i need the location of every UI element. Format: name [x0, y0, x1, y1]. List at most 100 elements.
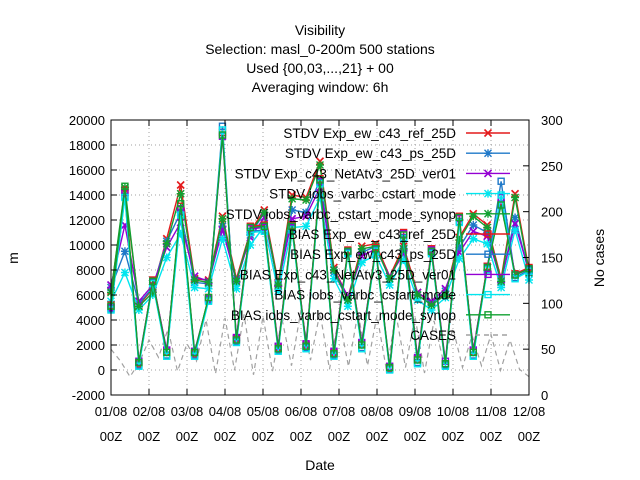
data-point	[330, 350, 338, 358]
x-axis-label: Date	[305, 457, 335, 473]
data-point	[385, 363, 394, 372]
y-tick-label: 6000	[76, 288, 105, 303]
legend-label: CASES	[410, 328, 456, 343]
data-point	[484, 209, 492, 218]
data-point	[413, 291, 422, 299]
x-tick-label-hour: 00Z	[138, 429, 160, 444]
data-point	[483, 263, 491, 272]
y-tick-label: 4000	[76, 313, 105, 328]
data-point	[176, 189, 185, 198]
data-point	[302, 196, 311, 204]
data-point	[288, 222, 296, 230]
data-point	[413, 356, 422, 364]
x-tick-label-hour: 00Z	[366, 429, 388, 444]
data-point	[427, 247, 436, 255]
y-tick-label: 16000	[69, 163, 105, 178]
data-point	[135, 358, 143, 367]
data-point	[176, 200, 185, 208]
data-point	[274, 345, 282, 353]
data-point	[176, 211, 185, 219]
legend-label: BIAS iobs_varbc_cstart_mode_synop	[231, 308, 456, 323]
data-point	[455, 236, 464, 244]
data-point	[399, 256, 408, 264]
x-tick-label-hour: 00Z	[328, 429, 350, 444]
data-point	[358, 341, 366, 349]
data-point	[162, 253, 171, 262]
data-point	[483, 128, 493, 138]
data-point	[469, 221, 478, 229]
data-point	[274, 287, 283, 296]
data-point	[344, 247, 352, 255]
data-point	[246, 241, 255, 249]
data-point	[497, 283, 506, 292]
data-point	[163, 348, 171, 357]
data-point	[204, 278, 213, 287]
data-point	[274, 281, 283, 289]
data-point	[218, 126, 227, 134]
y-tick-label: 10000	[69, 238, 105, 253]
data-point	[163, 352, 171, 360]
x-tick-label-date: 01/08	[95, 404, 128, 419]
data-point	[302, 212, 311, 221]
x-tick-label-hour: 00Z	[404, 429, 426, 444]
data-point	[218, 131, 227, 139]
data-point	[232, 284, 241, 293]
data-point	[246, 223, 255, 232]
data-point	[149, 277, 157, 285]
data-point	[455, 254, 464, 263]
data-point	[399, 231, 408, 239]
y-axis-label: m	[5, 252, 21, 264]
x-tick-label-date: 03/08	[171, 404, 204, 419]
legend-label: STDV Exp_c43_NetAtv3_25D_ver01	[235, 166, 456, 181]
x-tick-label-hour: 00Z	[290, 429, 312, 444]
x-tick-label-hour: 00Z	[442, 429, 464, 444]
data-point	[218, 234, 227, 243]
y2-tick-label: 50	[541, 342, 555, 357]
data-point	[343, 296, 352, 304]
y-tick-label: 12000	[69, 213, 105, 228]
data-point	[483, 223, 492, 232]
x-tick-label-date: 12/08	[513, 404, 546, 419]
x-tick-label-hour: 00Z	[214, 429, 236, 444]
data-point	[162, 239, 171, 248]
legend-label: BIAS Exp_ew_c43_ps_25D	[290, 247, 456, 262]
data-point	[302, 342, 310, 350]
series-stdv-iobs-varbc-cstart-mode	[107, 193, 533, 314]
data-point	[511, 193, 520, 202]
data-point	[455, 243, 464, 252]
data-point	[469, 352, 477, 360]
data-point	[497, 201, 505, 209]
data-point	[343, 302, 352, 311]
chart-title: Visibility Selection: masl_0-200m 500 st…	[205, 22, 435, 95]
data-point	[120, 268, 129, 277]
y2-tick-label: 0	[541, 388, 548, 403]
data-point	[511, 226, 520, 234]
series-line	[110, 134, 530, 368]
legend-label: STDV Exp_ew_c43_ref_25D	[283, 126, 456, 141]
data-point	[469, 234, 478, 243]
data-point	[483, 239, 492, 248]
data-point	[413, 296, 422, 304]
data-point	[316, 161, 324, 169]
y-tick-label: 8000	[76, 263, 105, 278]
y-tick-label: 2000	[76, 338, 105, 353]
y2-tick-label: 200	[541, 205, 563, 220]
y2-tick-label: 100	[541, 296, 563, 311]
data-point	[497, 277, 506, 286]
data-point	[232, 277, 241, 286]
data-point	[329, 274, 338, 283]
legend-label: STDV iobs_varbc_cstart_mode	[269, 187, 456, 202]
data-point	[484, 250, 492, 258]
y-tick-label: 18000	[69, 138, 105, 153]
data-point	[316, 176, 324, 184]
data-point	[302, 222, 311, 231]
data-point	[148, 288, 157, 297]
data-point	[511, 213, 520, 222]
legend: STDV Exp_ew_c43_ref_25D STDV Exp_ew_c43_p…	[226, 126, 510, 343]
x-tick-label-date: 04/08	[209, 404, 242, 419]
data-point	[484, 230, 492, 238]
title-line-4: Averaging window: 6h	[252, 79, 389, 95]
x-tick-label-hour: 00Z	[480, 429, 502, 444]
data-point	[497, 191, 505, 199]
